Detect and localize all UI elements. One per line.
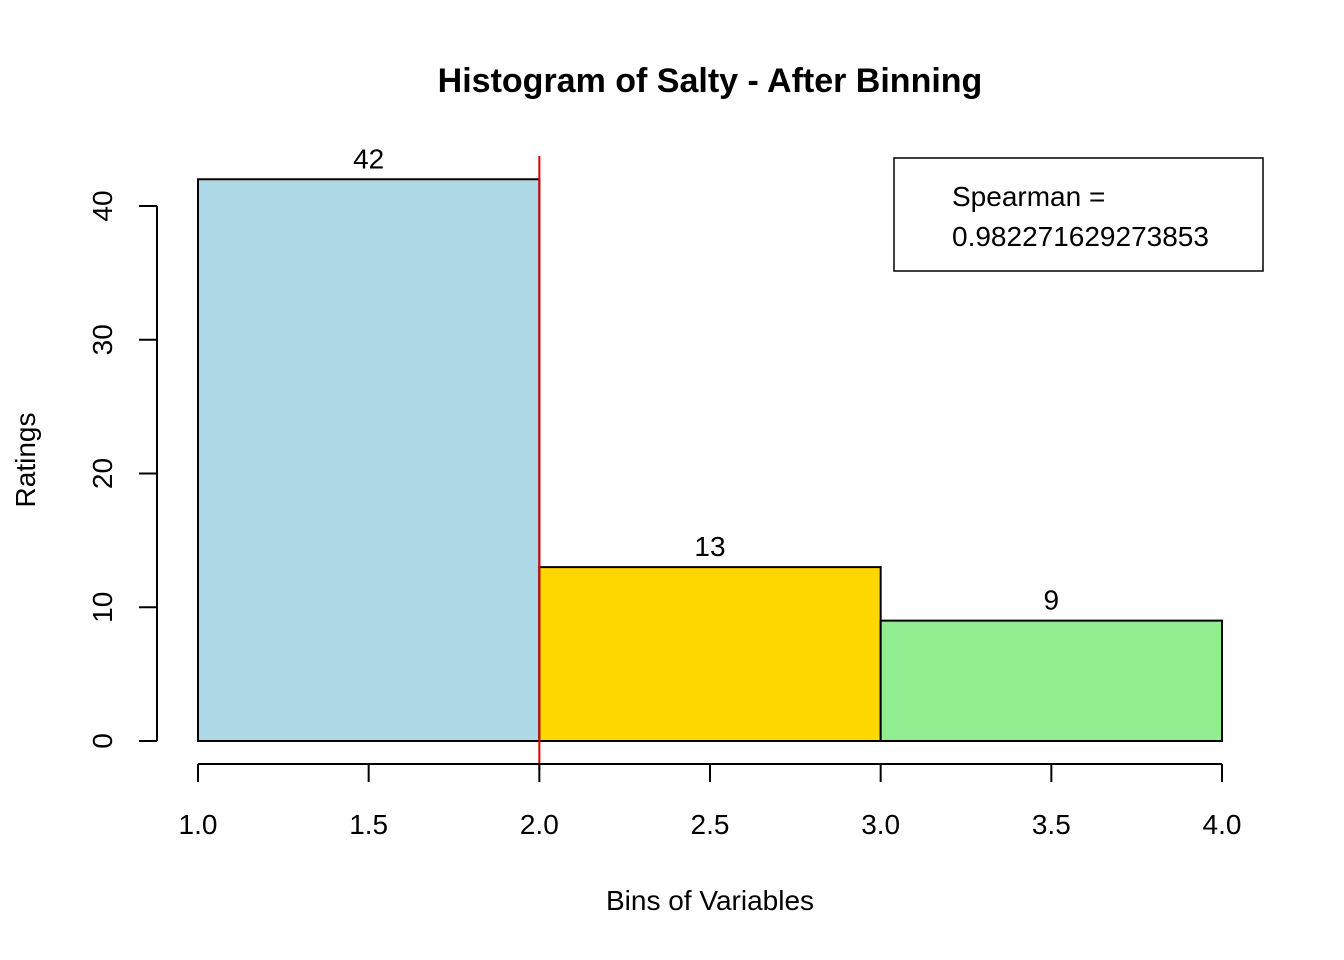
y-axis-label: Ratings <box>10 413 41 508</box>
x-tick-label-2: 2.0 <box>520 809 559 840</box>
y-tick-label-4: 40 <box>87 190 118 221</box>
y-tick-label-3: 30 <box>87 324 118 355</box>
y-axis: 0 10 20 30 40 <box>87 190 158 749</box>
x-axis: 1.0 1.5 2.0 2.5 3.0 3.5 4.0 <box>179 763 1242 840</box>
chart-title: Histogram of Salty - After Binning <box>438 62 983 100</box>
bar-labels-group: 42 13 9 <box>353 143 1059 615</box>
legend: Spearman = 0.982271629273853 <box>893 157 1264 272</box>
legend-line-1: Spearman = <box>952 181 1105 212</box>
bar-label-1: 13 <box>694 531 725 562</box>
bar-2 <box>879 619 1224 742</box>
bar-label-2: 9 <box>1044 585 1060 616</box>
x-tick-label-5: 3.5 <box>1032 809 1071 840</box>
x-tick-label-6: 4.0 <box>1203 809 1242 840</box>
bar-label-0: 42 <box>353 143 384 174</box>
y-tick-label-2: 20 <box>87 458 118 489</box>
bar-1 <box>538 566 882 742</box>
bars-group <box>197 178 1224 742</box>
x-tick-label-0: 1.0 <box>179 809 218 840</box>
y-tick-label-0: 0 <box>87 733 118 749</box>
bar-0 <box>197 178 541 742</box>
x-tick-label-1: 1.5 <box>349 809 388 840</box>
y-tick-label-1: 10 <box>87 592 118 623</box>
legend-line-2: 0.982271629273853 <box>952 221 1209 252</box>
legend-box <box>893 157 1264 272</box>
x-tick-label-4: 3.0 <box>861 809 900 840</box>
x-tick-label-3: 2.5 <box>691 809 730 840</box>
x-axis-label: Bins of Variables <box>606 885 814 916</box>
